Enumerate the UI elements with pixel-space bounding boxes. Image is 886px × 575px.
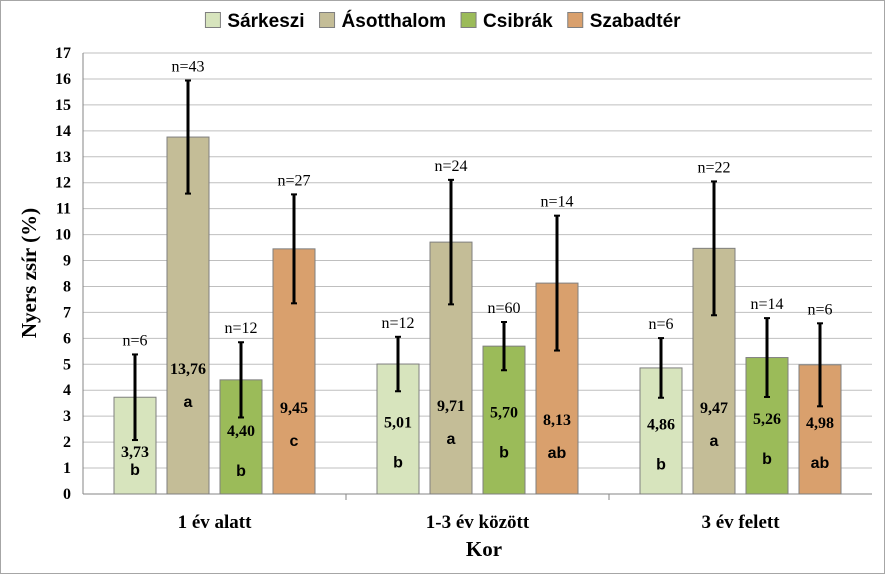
significance-label: ab [548, 445, 567, 462]
significance-label: a [447, 431, 456, 448]
legend-swatch [319, 12, 336, 28]
y-tick-label: 17 [55, 45, 71, 62]
significance-label: b [236, 463, 246, 480]
significance-label: b [656, 457, 666, 474]
y-tick-label: 3 [63, 408, 71, 425]
x-category-label: 1-3 év között [426, 512, 530, 533]
y-tick-label: 5 [63, 356, 71, 373]
sample-size-label: n=14 [750, 296, 783, 313]
legend-swatch [460, 12, 477, 28]
legend-swatch [567, 12, 584, 28]
bar [166, 136, 210, 495]
sample-size-label: n=12 [381, 315, 414, 332]
significance-label: c [290, 433, 299, 450]
y-axis-title: Nyers zsír (%) [17, 208, 41, 338]
value-label: 8,13 [543, 412, 571, 429]
sample-size-label: n=22 [697, 159, 730, 176]
legend-label: Csibrák [483, 11, 553, 32]
legend-label: Ásotthalom [342, 10, 447, 32]
y-tick-label: 16 [55, 71, 71, 88]
y-tick-label: 14 [55, 123, 71, 140]
sample-size-label: n=14 [540, 194, 573, 211]
significance-label: a [184, 394, 193, 411]
value-label: 9,45 [280, 400, 308, 417]
y-tick-label: 15 [55, 97, 71, 114]
value-label: 4,40 [227, 423, 255, 440]
y-tick-label: 6 [63, 330, 71, 347]
x-axis-title: Kor [466, 537, 502, 561]
legend-label: Sárkeszi [227, 11, 304, 32]
y-tick-label: 9 [63, 253, 71, 270]
sample-size-label: n=6 [122, 332, 147, 349]
y-tick-label: 11 [56, 201, 71, 218]
value-label: 3,73 [121, 444, 149, 461]
significance-label: b [499, 445, 509, 462]
significance-label: b [393, 455, 403, 472]
sample-size-label: n=60 [487, 300, 520, 317]
y-tick-label: 8 [63, 278, 71, 295]
y-tick-label: 0 [63, 486, 71, 503]
significance-label: b [130, 462, 140, 479]
value-label: 4,86 [647, 417, 675, 434]
y-tick-label: 4 [63, 382, 71, 399]
sample-size-label: n=24 [434, 158, 467, 175]
y-tick-label: 13 [55, 149, 71, 166]
value-label: 13,76 [170, 361, 206, 378]
y-tick-label: 7 [63, 304, 71, 321]
y-tick-label: 1 [63, 460, 71, 477]
sample-size-label: n=6 [807, 301, 832, 318]
significance-label: a [710, 433, 719, 450]
x-category-label: 3 év felett [701, 512, 780, 533]
x-category-label: 1 év alatt [178, 512, 253, 533]
significance-label: b [762, 451, 772, 468]
value-label: 9,47 [700, 400, 728, 417]
value-label: 9,71 [437, 398, 465, 415]
y-tick-label: 12 [55, 175, 71, 192]
value-label: 4,98 [806, 415, 834, 432]
sample-size-label: n=27 [277, 172, 310, 189]
value-label: 5,01 [384, 415, 412, 432]
sample-size-label: n=12 [224, 320, 257, 337]
legend-swatch [204, 12, 221, 28]
sample-size-label: n=6 [648, 316, 673, 333]
significance-label: ab [811, 455, 830, 472]
y-tick-label: 10 [55, 227, 71, 244]
value-label: 5,70 [490, 405, 518, 422]
y-tick-label: 2 [63, 434, 71, 451]
value-label: 5,26 [753, 411, 781, 428]
legend-label: Szabadtér [590, 11, 681, 32]
sample-size-label: n=43 [171, 58, 204, 75]
